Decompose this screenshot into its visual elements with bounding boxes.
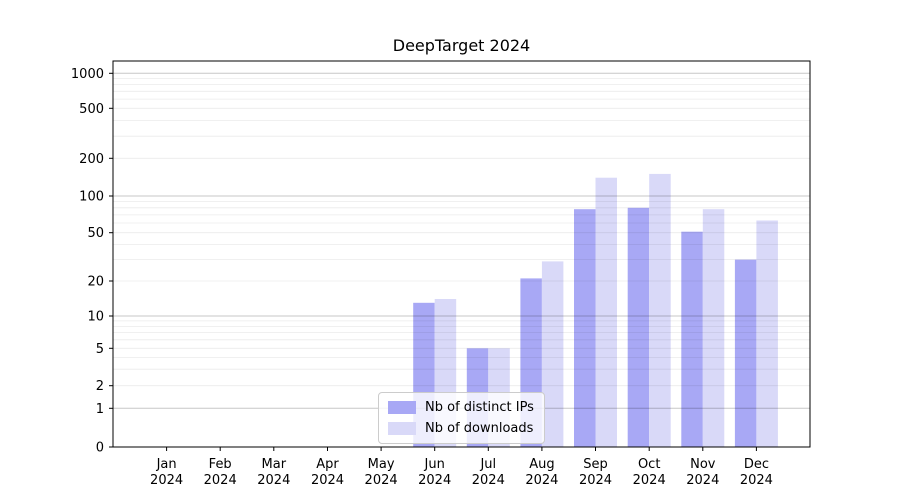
x-tick-label: Jan 2024 — [150, 457, 183, 488]
x-tick-label: Nov 2024 — [686, 457, 719, 488]
plot-border — [112, 60, 811, 448]
y-tick-label: 2 — [96, 379, 104, 394]
x-tick-label: Sep 2024 — [579, 457, 612, 488]
legend-label: Nb of downloads — [425, 421, 534, 436]
y-tick-label: 0 — [96, 441, 104, 456]
x-tick-label: Apr 2024 — [311, 457, 344, 488]
legend-label: Nb of distinct IPs — [425, 400, 534, 415]
bar-nb-of-downloads-dec — [756, 220, 778, 447]
x-tick-label: Mar 2024 — [257, 457, 290, 488]
bar-nb-of-downloads-nov — [702, 209, 725, 447]
x-tick-label: Feb 2024 — [204, 457, 237, 488]
x-tick-label: Jul 2024 — [472, 457, 505, 488]
legend-swatch-icon — [388, 401, 416, 414]
legend-row: Nb of distinct IPs — [388, 400, 534, 415]
legend: Nb of distinct IPs Nb of downloads — [378, 392, 545, 444]
y-tick-label: 1000 — [71, 67, 104, 82]
bar-nb-of-downloads-sep — [595, 177, 617, 447]
bar-nb-of-distinct-ips-nov — [681, 231, 703, 447]
bar-nb-of-distinct-ips-oct — [627, 207, 650, 447]
y-tick-label: 100 — [79, 190, 104, 205]
x-tick-label: Oct 2024 — [633, 457, 666, 488]
bar-nb-of-distinct-ips-dec — [734, 259, 757, 447]
y-tick-label: 20 — [87, 275, 104, 290]
x-tick-label: Jun 2024 — [418, 457, 451, 488]
bar-nb-of-downloads-aug — [541, 261, 564, 447]
legend-row: Nb of downloads — [388, 421, 534, 436]
chart-title: DeepTarget 2024 — [392, 36, 531, 55]
x-tick-label: Dec 2024 — [740, 457, 773, 488]
y-tick-label: 5 — [96, 342, 104, 357]
x-tick-label: Aug 2024 — [525, 457, 558, 488]
bar-nb-of-downloads-oct — [649, 173, 671, 447]
y-tick-label: 500 — [79, 102, 104, 117]
x-tick-label: May 2024 — [365, 457, 398, 488]
y-tick-label: 10 — [87, 310, 104, 325]
y-tick-label: 50 — [87, 226, 104, 241]
y-tick-label: 200 — [79, 152, 104, 167]
legend-swatch-icon — [388, 422, 416, 435]
y-tick-label: 1 — [96, 402, 104, 417]
bar-nb-of-distinct-ips-sep — [574, 209, 596, 447]
